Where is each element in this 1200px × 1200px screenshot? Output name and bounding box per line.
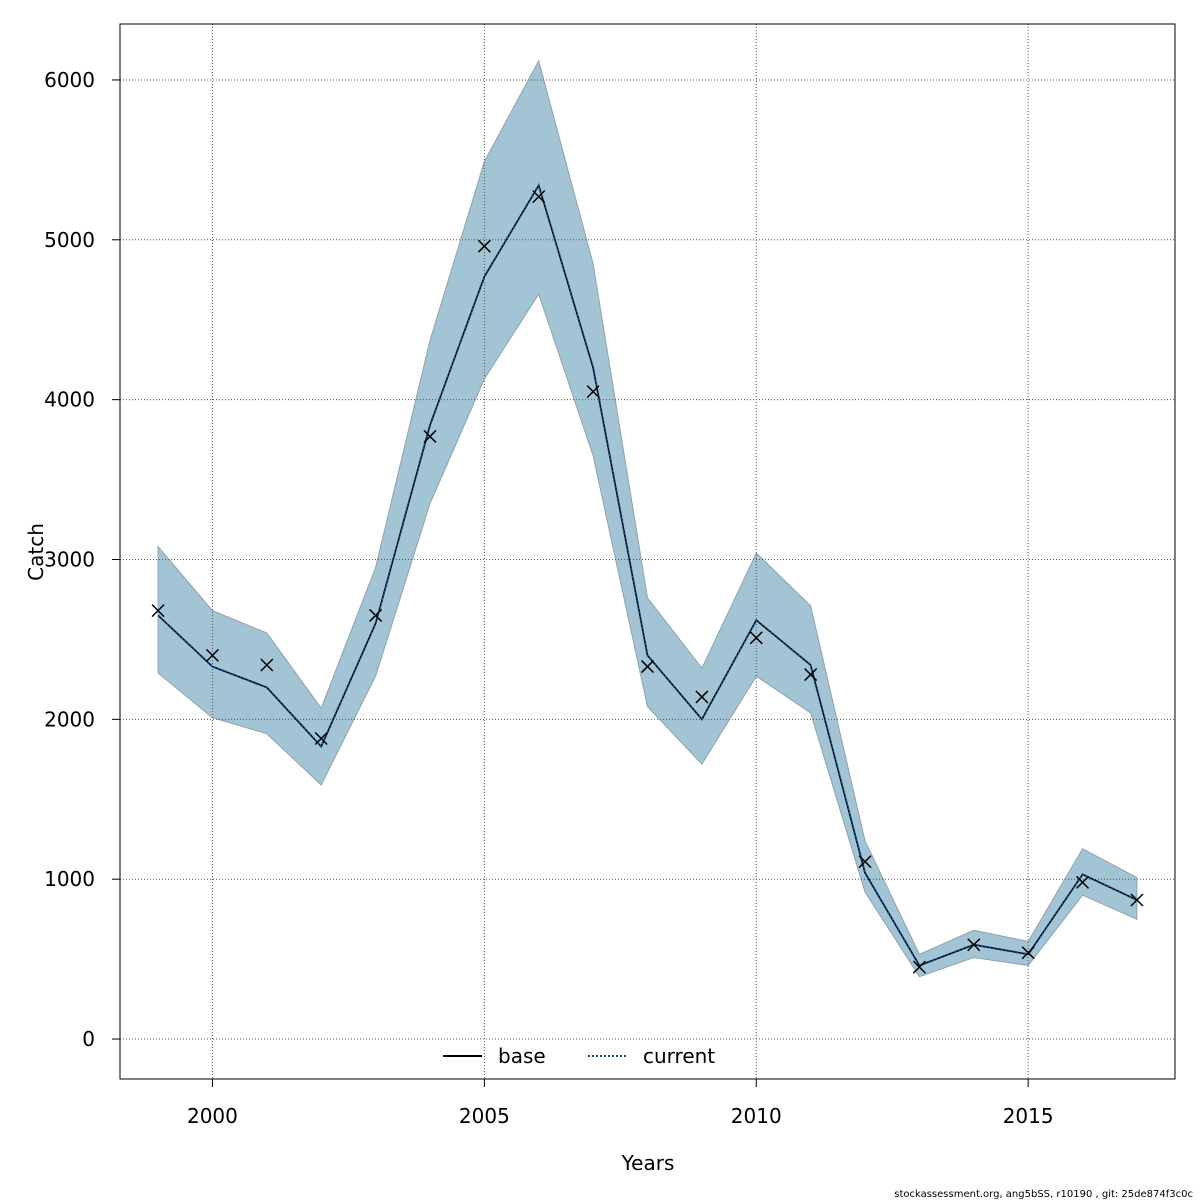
observed-point	[260, 658, 274, 672]
observed-point	[804, 668, 818, 682]
x-tick-label: 2015	[1003, 1104, 1054, 1128]
legend-current-label: current	[643, 1044, 715, 1068]
observed-point	[695, 690, 709, 704]
x-axis: 2000 2005 2010 2015	[187, 1078, 1054, 1128]
observed-point	[967, 938, 981, 952]
footer-credit: stockassessment.org, ang5bSS, r10190 , g…	[894, 1189, 1193, 1200]
observed-point	[477, 239, 491, 253]
legend: base current	[443, 1044, 715, 1068]
x-tick-label: 2000	[187, 1104, 238, 1128]
y-tick-label: 2000	[44, 707, 95, 731]
observed-point	[423, 429, 437, 443]
observed-point	[749, 631, 763, 645]
plot-frame	[119, 23, 1176, 1080]
y-tick-label: 1000	[44, 867, 95, 891]
confidence-band	[157, 59, 1138, 978]
observed-point	[1076, 875, 1090, 889]
observed-point	[532, 190, 546, 204]
y-tick-label: 6000	[44, 68, 95, 92]
observed-point	[586, 385, 600, 399]
y-tick-label: 3000	[44, 547, 95, 571]
y-tick-label: 0	[82, 1027, 95, 1051]
grid-layer	[120, 24, 1175, 1079]
observed-point	[1021, 946, 1035, 960]
legend-base-label: base	[498, 1044, 546, 1068]
observed-point	[205, 648, 219, 662]
series-line-base	[157, 183, 1138, 967]
observed-markers-layer	[151, 190, 1144, 974]
series-lines-layer	[157, 182, 1138, 967]
x-tick-label: 2010	[731, 1104, 782, 1128]
x-tick-label: 2005	[459, 1104, 510, 1128]
observed-point	[640, 660, 655, 674]
confidence-band-layer	[157, 59, 1138, 978]
y-axis-title: Catch	[24, 523, 48, 581]
y-axis: 0 1000 2000 3000 4000 5000 6000	[44, 68, 121, 1051]
observed-point	[912, 960, 926, 974]
y-tick-label: 5000	[44, 228, 95, 252]
observed-point	[314, 731, 328, 746]
observed-point	[369, 608, 383, 622]
series-line-current	[157, 182, 1138, 967]
observed-point	[858, 855, 872, 869]
observed-point	[151, 604, 165, 618]
observed-point	[1130, 893, 1144, 907]
x-axis-title: Years	[621, 1151, 675, 1175]
y-tick-label: 4000	[44, 388, 95, 412]
